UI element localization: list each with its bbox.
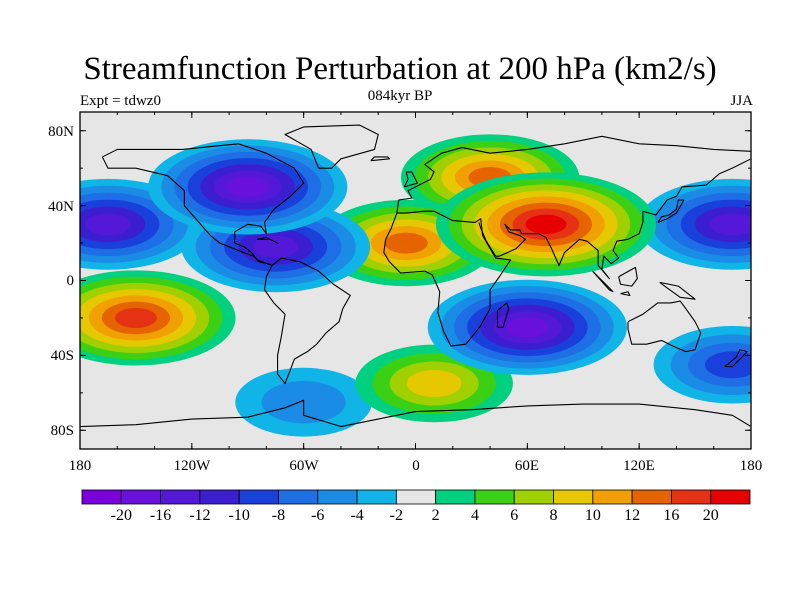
colorbar-swatch	[435, 489, 476, 505]
coastline	[403, 171, 418, 188]
colorbar-label: -4	[350, 507, 364, 524]
coastline	[657, 199, 685, 223]
colorbar-label: 8	[549, 507, 558, 524]
lat-tick-label: 0	[66, 273, 75, 289]
contour-level	[226, 176, 269, 197]
season-label: JJA	[730, 93, 753, 109]
coastline	[659, 281, 696, 300]
coastline	[80, 399, 751, 428]
contour-level	[252, 235, 299, 258]
colorbar	[81, 489, 751, 505]
coastline	[496, 302, 510, 328]
colorbar-label: -6	[311, 507, 325, 524]
colorbar-swatch	[199, 489, 240, 505]
coastline	[627, 300, 702, 353]
coastline	[592, 270, 614, 293]
lon-tick-label: 120E	[623, 458, 655, 474]
colorbar-swatch	[356, 489, 397, 505]
coastline	[620, 291, 631, 297]
colorbar-swatch	[120, 489, 161, 505]
contour-level	[85, 213, 131, 236]
lon-tick-label: 60E	[514, 458, 540, 474]
colorbar-label: 20	[702, 507, 719, 524]
lon-tick-label: 120W	[173, 458, 211, 474]
coastline	[618, 266, 638, 287]
coastline	[263, 257, 351, 385]
colorbar-label: 10	[584, 507, 601, 524]
map-ticks	[79, 112, 752, 449]
lat-tick-label: 40N	[48, 199, 74, 215]
lon-tick-label: 0	[412, 458, 420, 474]
lon-tick-label: 180	[739, 458, 763, 474]
coastline	[724, 349, 748, 368]
colorbar-swatch	[238, 489, 279, 505]
colorbar-label: 16	[663, 507, 680, 524]
coastline	[370, 156, 390, 162]
colorbar-label: -2	[389, 507, 403, 524]
plot-title: Streamfunction Perturbation at 200 hPa (…	[83, 51, 717, 87]
colorbar-label: -16	[149, 507, 172, 524]
contour-level	[506, 317, 549, 338]
colorbar-swatch	[278, 489, 319, 505]
coastlines	[80, 124, 751, 428]
colorbar-label: -8	[271, 507, 286, 524]
coastline	[396, 135, 751, 214]
colorbar-swatch	[395, 489, 437, 505]
colorbar-swatch	[671, 489, 712, 505]
colorbar-swatch	[160, 489, 201, 505]
colorbar-swatch	[513, 489, 554, 505]
period-label: 084kyr BP	[367, 88, 433, 104]
colorbar-swatch	[710, 489, 751, 505]
colorbar-label: 4	[470, 507, 479, 524]
contour-level	[114, 307, 157, 328]
colorbar-swatch	[317, 489, 358, 505]
coastline	[478, 158, 751, 280]
colorbar-label: -20	[110, 507, 132, 524]
colorbar-label: 6	[510, 507, 519, 524]
experiment-label: Expt = tdwz0	[80, 93, 161, 109]
contour-level	[384, 232, 428, 254]
contour-level	[709, 213, 751, 236]
colorbar-label: -12	[189, 507, 211, 524]
lon-tick-label: 60W	[289, 458, 319, 474]
contour-level	[406, 369, 462, 397]
colorbar-label: 2	[431, 507, 440, 524]
coastline	[383, 210, 512, 347]
contour-level	[525, 214, 567, 235]
lat-tick-label: 80N	[48, 124, 74, 140]
colorbar-label: -10	[228, 507, 250, 524]
colorbar-swatch	[631, 489, 672, 505]
lon-tick-label: 180	[68, 458, 92, 474]
coastline	[256, 236, 279, 244]
colorbar-swatch	[474, 489, 515, 505]
coastline	[101, 143, 305, 267]
lat-tick-label: 80S	[50, 423, 74, 439]
colorbar-swatch	[81, 489, 122, 505]
colorbar-swatch	[553, 489, 594, 505]
lat-tick-label: 40S	[50, 348, 74, 364]
colorbar-swatch	[592, 489, 633, 505]
coastline	[284, 124, 379, 169]
colorbar-label: 12	[624, 507, 641, 524]
